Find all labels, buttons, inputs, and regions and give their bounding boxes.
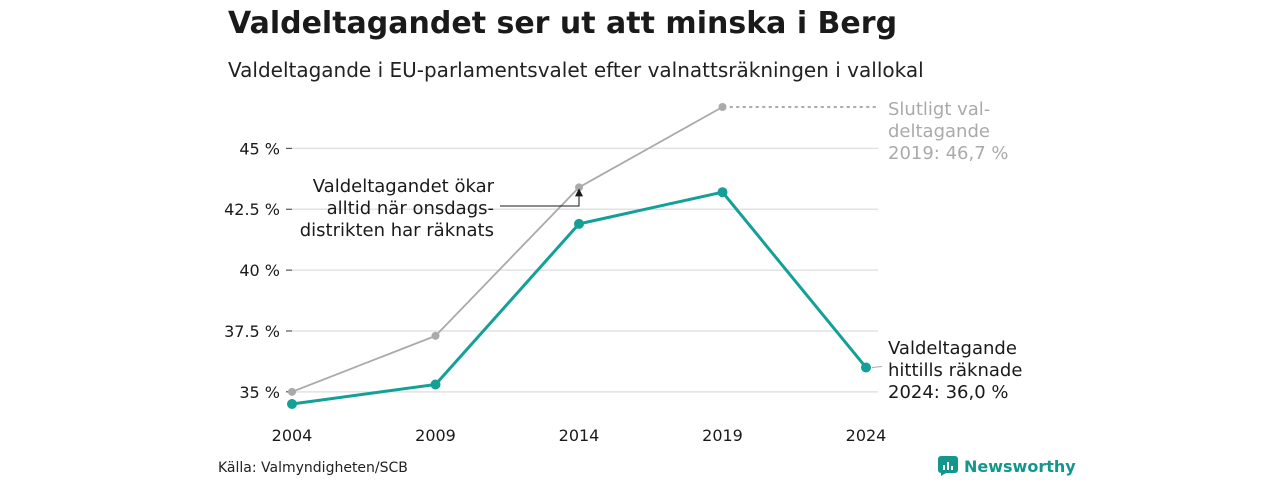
y-tick-label: 42.5 % bbox=[224, 200, 280, 219]
annotation-text-final-label: deltagande bbox=[888, 121, 990, 142]
y-tick-label: 35 % bbox=[239, 383, 280, 402]
data-point-counted bbox=[287, 399, 297, 409]
chart-title: Valdeltagandet ser ut att minska i Berg bbox=[228, 6, 898, 41]
annotation-text-counted-label: 2024: 36,0 % bbox=[888, 382, 1009, 403]
y-tick-label: 45 % bbox=[239, 139, 280, 158]
source-note: Källa: Valmyndigheten/SCB bbox=[218, 460, 408, 476]
annotation-text-wednesday-note: Valdeltagandet ökar bbox=[313, 176, 495, 197]
data-point-final bbox=[288, 387, 296, 396]
series-line-final bbox=[291, 106, 723, 393]
annotation-text-counted-label: Valdeltagande bbox=[888, 338, 1017, 359]
data-point-final bbox=[718, 103, 727, 111]
newsworthy-logo-icon bbox=[938, 456, 958, 476]
x-tick-label: 2024 bbox=[846, 426, 887, 445]
annotation-text-wednesday-note: distrikten har räknats bbox=[300, 220, 494, 241]
data-point-final bbox=[431, 331, 440, 340]
y-tick-label: 40 % bbox=[239, 261, 280, 280]
data-point-counted bbox=[861, 362, 871, 373]
x-tick-label: 2019 bbox=[702, 426, 743, 445]
data-point-counted bbox=[717, 187, 728, 198]
annotation-text-wednesday-note: alltid när onsdags- bbox=[327, 198, 494, 219]
x-tick-label: 2009 bbox=[415, 426, 456, 445]
annotation-arrow bbox=[500, 194, 580, 207]
data-point-final bbox=[575, 183, 583, 192]
x-tick-label: 2014 bbox=[559, 426, 600, 445]
counted-label-connector bbox=[871, 365, 883, 368]
data-point-counted bbox=[430, 379, 441, 390]
y-tick-label: 37.5 % bbox=[224, 322, 280, 341]
annotation-text-final-label: Slutligt val- bbox=[888, 99, 990, 120]
data-point-counted bbox=[574, 218, 584, 229]
chart-subtitle: Valdeltagande i EU-parlamentsvalet efter… bbox=[228, 58, 924, 82]
annotation-arrowhead bbox=[575, 188, 583, 197]
x-tick-label: 2004 bbox=[272, 426, 313, 445]
brand-name: Newsworthy bbox=[964, 456, 1076, 476]
annotation-text-final-label: 2019: 46,7 % bbox=[888, 143, 1009, 164]
annotation-text-counted-label: hittills räknade bbox=[888, 360, 1022, 381]
brand: Newsworthy bbox=[938, 456, 1076, 476]
